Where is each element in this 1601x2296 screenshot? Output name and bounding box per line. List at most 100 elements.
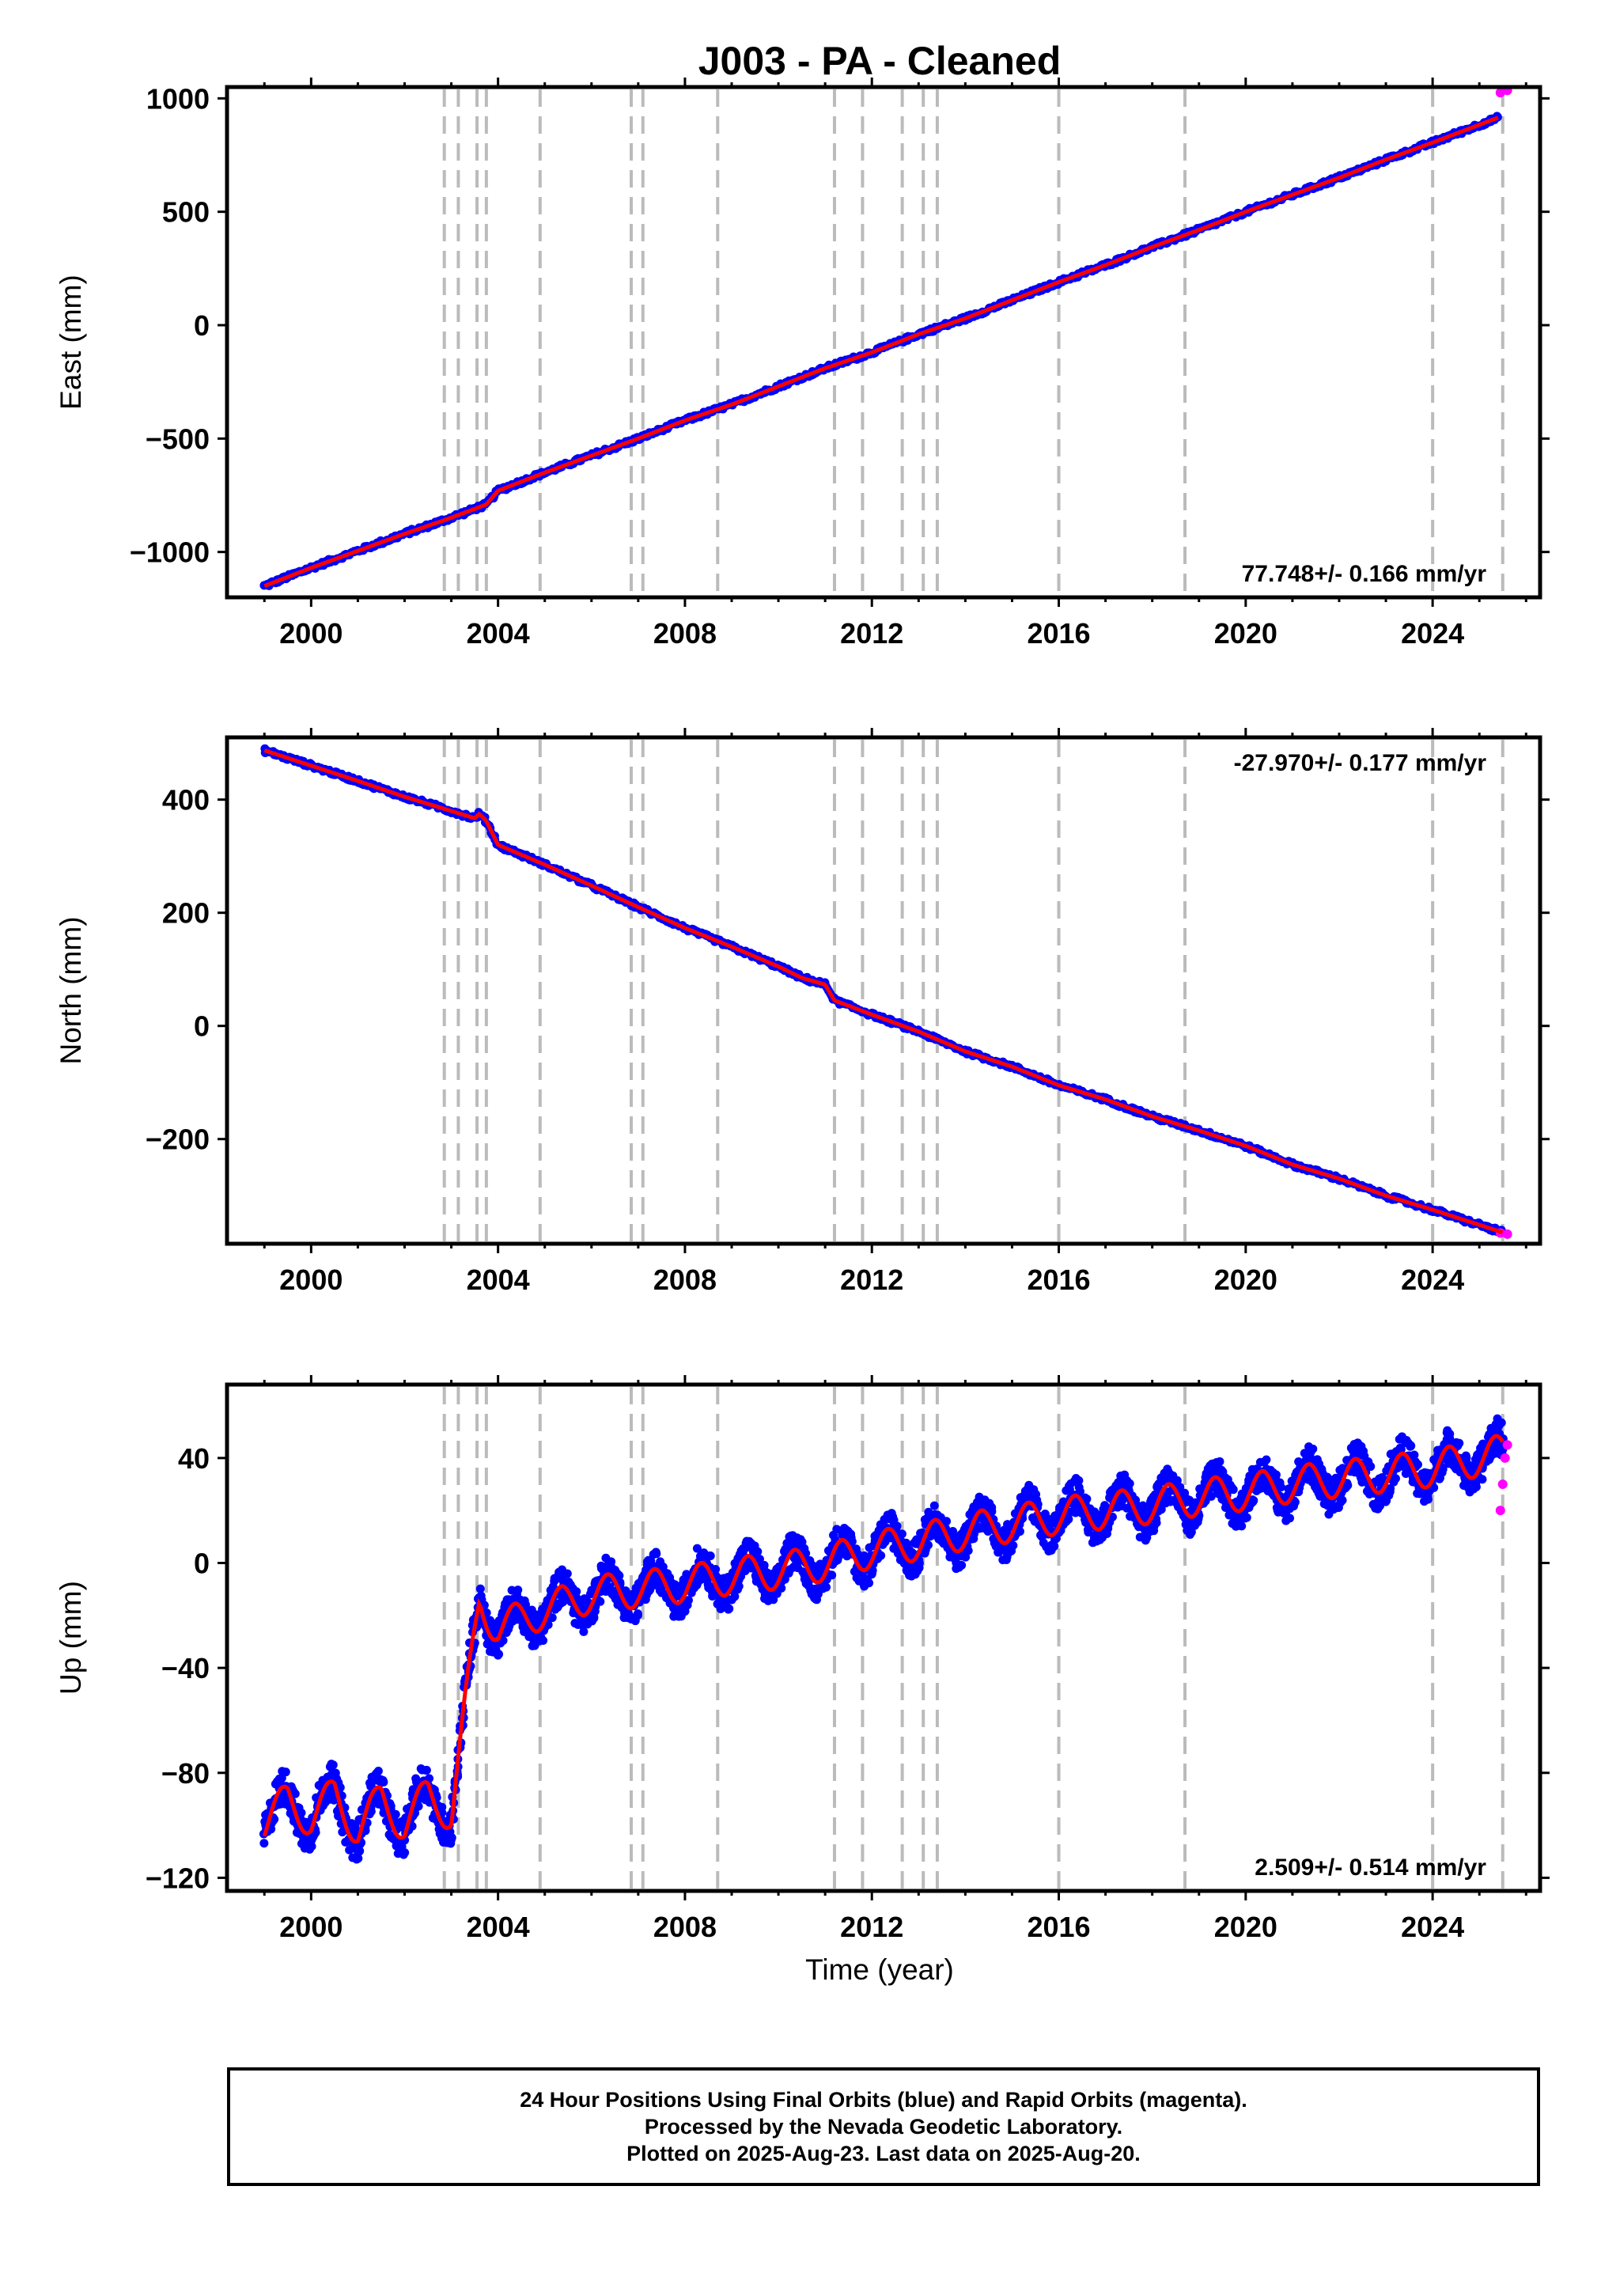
north-model-line (263, 748, 1504, 1235)
east-panel: 2000 2004 2008 2012 2016 2020 2024−1000−500050… (55, 78, 1550, 650)
up-data-point (897, 1529, 906, 1539)
up-data-point (865, 1578, 874, 1588)
figure-title: J003 - PA - Cleaned (698, 39, 1062, 83)
up-data-point (596, 1597, 605, 1606)
up-x-tick-label: 2016 (1027, 1911, 1090, 1943)
up-data-point (562, 1569, 572, 1578)
up-data-point (579, 1627, 589, 1636)
up-data-point (307, 1842, 316, 1851)
up-data-point (1366, 1462, 1376, 1472)
up-data-point (1249, 1496, 1258, 1506)
north-rapid-point (1502, 1229, 1512, 1239)
up-data-point (1228, 1485, 1238, 1495)
footer-line-1: 24 Hour Positions Using Final Orbits (bl… (520, 2088, 1247, 2112)
north-panel: 2000 2004 2008 2012 2016 2020 2024−2000200400N… (55, 728, 1550, 1296)
up-data-point (929, 1501, 939, 1510)
north-x-tick-label: 2000 (279, 1264, 343, 1296)
up-y-tick-label: −80 (161, 1757, 210, 1790)
north-final-orbits-series (260, 744, 1507, 1237)
east-x-tick-label: 2000 (279, 617, 343, 650)
up-data-point (446, 1836, 456, 1845)
up-data-point (1074, 1476, 1084, 1485)
up-data-point (422, 1765, 431, 1775)
east-x-tick-label: 2016 (1027, 617, 1090, 650)
east-model-line (263, 116, 1499, 589)
up-data-point (1497, 1418, 1506, 1427)
up-data-point (1125, 1479, 1134, 1488)
up-data-point (373, 1766, 383, 1775)
up-data-point (1391, 1474, 1400, 1483)
up-y-tick-label: −120 (146, 1862, 210, 1894)
up-data-point (572, 1587, 581, 1597)
up-data-point (1237, 1521, 1247, 1531)
up-y-tick-label: 0 (194, 1547, 210, 1579)
north-x-tick-label: 2012 (840, 1264, 903, 1296)
east-x-tick-label: 2004 (467, 617, 530, 650)
east-y-tick-label: −500 (146, 422, 210, 455)
up-data-point (734, 1582, 744, 1591)
east-x-tick-label: 2020 (1214, 617, 1277, 650)
up-data-point (923, 1540, 933, 1550)
up-data-point (876, 1551, 886, 1560)
up-data-point (1471, 1482, 1481, 1491)
east-rate-label: 77.748+/- 0.166 mm/yr (1242, 561, 1487, 587)
up-x-tick-label: 2020 (1214, 1911, 1277, 1943)
up-x-tick-label: 2004 (467, 1911, 530, 1943)
north-x-tick-label: 2008 (653, 1264, 717, 1296)
up-data-point (827, 1570, 837, 1580)
east-y-tick-label: 500 (162, 196, 210, 229)
up-data-point (957, 1560, 967, 1570)
up-data-point (914, 1563, 924, 1573)
up-data-point (706, 1551, 715, 1560)
up-data-point (259, 1839, 269, 1848)
footer-line-2: Processed by the Nevada Geodetic Laborat… (644, 2115, 1123, 2139)
up-rapid-point (1500, 1453, 1510, 1463)
up-data-point (1276, 1483, 1285, 1492)
north-x-tick-label: 2024 (1401, 1264, 1464, 1296)
north-y-axis-label: North (mm) (55, 916, 87, 1064)
up-data-point (1462, 1453, 1471, 1463)
up-data-point (354, 1854, 363, 1863)
up-data-point (400, 1848, 410, 1858)
north-y-tick-label: −200 (146, 1123, 210, 1156)
up-x-tick-label: 2008 (653, 1911, 717, 1943)
up-data-point (1262, 1455, 1271, 1464)
up-data-point (1009, 1540, 1018, 1550)
up-x-tick-label: 2000 (279, 1911, 343, 1943)
up-data-point (1423, 1495, 1433, 1504)
north-rate-label: -27.970+/- 0.177 mm/yr (1234, 750, 1487, 776)
up-data-point (1478, 1475, 1487, 1484)
east-x-tick-label: 2024 (1401, 617, 1464, 650)
up-data-point (494, 1650, 504, 1659)
x-axis-label: Time (year) (805, 1953, 954, 1986)
up-x-tick-label: 2024 (1401, 1911, 1464, 1943)
north-x-tick-label: 2020 (1214, 1264, 1277, 1296)
up-data-point (1455, 1438, 1464, 1448)
up-y-tick-label: −40 (161, 1652, 210, 1684)
up-data-point (1414, 1460, 1423, 1469)
north-y-tick-label: 0 (194, 1010, 210, 1043)
up-data-point (652, 1549, 661, 1559)
north-y-tick-label: 400 (162, 784, 210, 816)
footer-box: 24 Hour Positions Using Final Orbits (bl… (227, 2067, 1540, 2186)
east-y-tick-label: −1000 (130, 536, 210, 569)
north-frame (225, 735, 1542, 1246)
up-data-point (725, 1604, 734, 1613)
up-data-point (892, 1521, 902, 1531)
up-data-point (1385, 1487, 1395, 1497)
up-x-tick-label: 2012 (840, 1911, 903, 1943)
east-y-tick-label: 0 (194, 309, 210, 342)
up-data-point (942, 1517, 952, 1526)
up-data-point (1285, 1514, 1295, 1523)
up-data-point (281, 1767, 290, 1777)
north-y-tick-label: 200 (162, 897, 210, 930)
up-data-point (379, 1777, 388, 1786)
up-data-point (1308, 1444, 1318, 1453)
east-frame (225, 85, 1542, 600)
up-data-point (963, 1546, 973, 1555)
up-rate-label: 2.509+/- 0.514 mm/yr (1255, 1855, 1486, 1881)
up-data-point (633, 1609, 642, 1619)
up-data-point (539, 1635, 548, 1645)
north-x-tick-label: 2004 (467, 1264, 530, 1296)
